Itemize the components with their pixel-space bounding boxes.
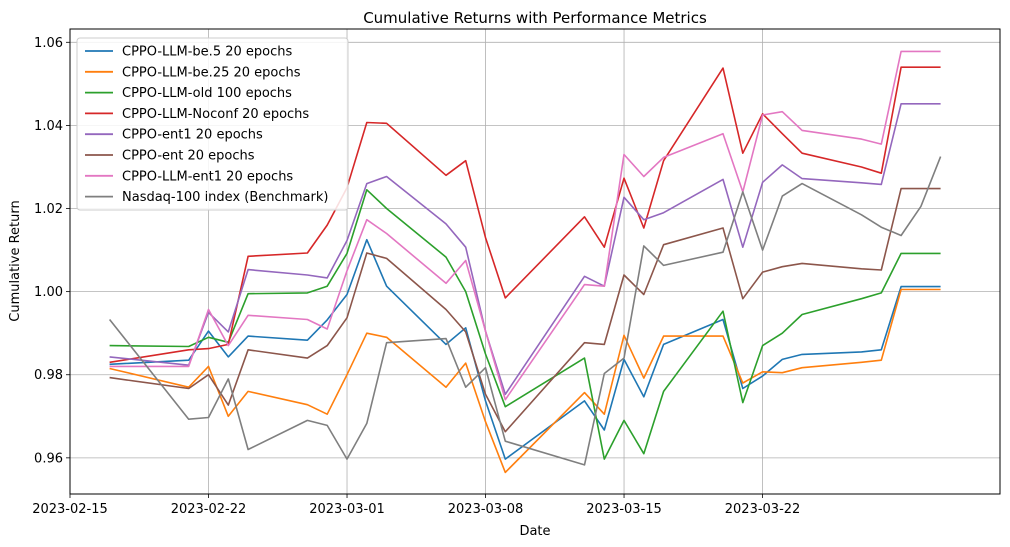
series-line-3 [109,189,941,460]
series-line-1 [109,238,941,460]
legend-box [76,37,349,211]
y-tick-label: 0.96 [34,451,63,466]
series-line-6 [109,187,941,433]
x-tick-label: 2023-02-15 [32,502,108,517]
series-layer [108,50,942,474]
y-tick-label: 1.02 [34,202,63,217]
series-line-8 [108,156,942,466]
y-tick-label: 1.00 [34,285,63,300]
series-line-4 [109,66,941,364]
legend-label: CPPO-LLM-be.5 20 epochs [122,45,292,60]
series-line-2 [109,288,941,474]
x-axis-ticks: 2023-02-15 2023-02-22 2023-03-01 2023-03-08… [32,494,800,517]
legend-label: CPPO-LLM-old 100 epochs [122,86,292,101]
x-tick-label: 2023-02-22 [171,502,247,517]
chart-title: Cumulative Returns with Performance Metr… [363,9,707,27]
series-line-5 [109,103,941,396]
x-tick-label: 2023-03-01 [309,502,385,517]
x-tick-label: 2023-03-22 [725,502,801,517]
plot-area-frame [69,28,1001,495]
legend-label: Nasdaq-100 index (Benchmark) [122,190,328,205]
y-tick-label: 1.06 [34,36,63,51]
y-axis-ticks: 0.96 0.98 1.00 1.02 1.04 1.06 [34,36,70,466]
y-tick-label: 0.98 [34,368,63,383]
legend-label: CPPO-LLM-be.25 20 epochs [122,65,301,80]
y-tick-label: 1.04 [34,119,63,134]
x-tick-label: 2023-03-15 [586,502,662,517]
x-tick-label: 2023-03-08 [448,502,524,517]
legend-label: CPPO-LLM-ent1 20 epochs [122,169,293,184]
legend-label: CPPO-ent1 20 epochs [122,128,263,143]
legend-label: CPPO-LLM-Noconf 20 epochs [122,107,309,122]
legend-label: CPPO-ent 20 epochs [122,149,255,164]
y-axis-label: Cumulative Return [8,200,23,321]
series-line-7 [109,50,941,401]
legend: CPPO-LLM-be.5 20 epochs CPPO-LLM-be.25 20… [76,37,349,211]
x-axis-label: Date [519,524,550,539]
